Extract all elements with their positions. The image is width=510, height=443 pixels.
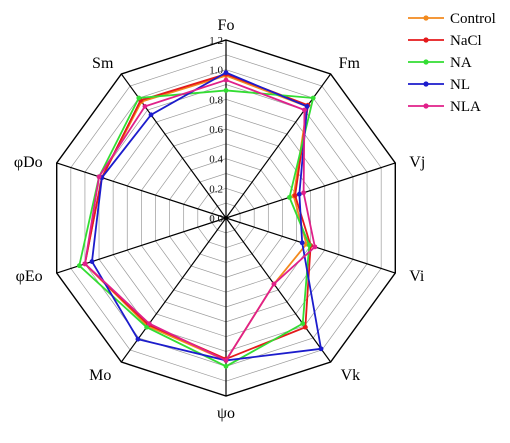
legend-label: Control	[450, 11, 496, 27]
legend-item: NaCl	[408, 33, 482, 49]
axis-label-1: Fm	[339, 55, 361, 72]
series-point	[223, 88, 229, 93]
legend-label: NLA	[450, 99, 481, 115]
legend-swatch-marker	[423, 59, 429, 65]
legend-item: Control	[408, 11, 496, 27]
legend-item: NL	[408, 77, 470, 93]
series-point	[306, 242, 312, 248]
series-point	[301, 190, 306, 196]
series-point	[312, 244, 318, 250]
axis-label-5: ψo	[217, 405, 235, 422]
series-point	[142, 104, 148, 109]
axis-label-3: Vi	[409, 268, 425, 285]
axis-label-4: Vk	[341, 367, 361, 384]
series-point	[287, 194, 292, 200]
legend-swatch-marker	[423, 15, 429, 21]
axis-label-9: Sm	[92, 55, 114, 72]
legend: Control NaCl NA NL NLA	[408, 11, 496, 115]
radial-tick-label: 0.2	[209, 183, 223, 195]
series-na	[76, 88, 316, 369]
series-point	[136, 95, 142, 101]
legend-item: NA	[408, 55, 472, 71]
legend-swatch-marker	[423, 37, 429, 43]
series-point	[299, 240, 305, 246]
axis-spoke	[225, 162, 396, 219]
axis-label-7: φEo	[16, 268, 43, 285]
series-point	[223, 77, 229, 83]
data-series	[76, 70, 324, 369]
series-point	[96, 174, 102, 180]
axis-label-2: Vj	[409, 154, 425, 171]
radial-tick-label: 1.2	[209, 35, 223, 47]
axis-label-6: Mo	[89, 367, 111, 384]
axis-spoke	[225, 217, 332, 363]
axis-label-8: φDo	[14, 154, 43, 171]
series-point	[296, 191, 302, 197]
series-line	[83, 74, 309, 362]
legend-swatch-marker	[423, 103, 429, 109]
radial-tick-label: 0.8	[209, 94, 223, 106]
axis-spoke	[56, 162, 227, 219]
series-point	[76, 263, 82, 269]
series-point	[82, 261, 88, 267]
series-point	[223, 358, 229, 363]
legend-swatch-marker	[423, 81, 429, 87]
series-point	[135, 336, 141, 342]
series-point	[223, 70, 229, 76]
series-point	[144, 324, 150, 330]
series-point	[302, 107, 307, 113]
series-point	[310, 95, 316, 101]
radial-tick-label: 0.6	[209, 124, 223, 136]
legend-label: NaCl	[450, 33, 482, 49]
axis-labels: Fo Fm Vj Vi Vk ψo Mo φEo φDo Sm	[14, 17, 425, 422]
series-point	[302, 324, 308, 330]
series-nla	[82, 77, 318, 363]
series-point	[304, 104, 310, 109]
axis-label-0: Fo	[218, 17, 235, 34]
series-point	[223, 363, 229, 369]
radial-tick-label: 1.0	[209, 65, 223, 77]
legend-label: NL	[450, 77, 470, 93]
series-point	[300, 321, 306, 326]
radial-tick-label: 0.0	[209, 213, 223, 225]
series-point	[148, 112, 154, 118]
series-point	[146, 321, 152, 326]
series-point	[318, 346, 324, 352]
series-control	[82, 73, 310, 363]
radial-tick-labels: 0.0 0.2 0.4 0.6 0.8 1.0 1.2	[209, 35, 223, 225]
legend-label: NA	[450, 55, 472, 71]
series-point	[89, 259, 95, 264]
series-point	[292, 193, 298, 198]
series-line	[83, 79, 316, 362]
legend-item: NLA	[408, 99, 481, 115]
series-point	[271, 281, 277, 287]
radial-tick-label: 0.4	[209, 154, 223, 166]
